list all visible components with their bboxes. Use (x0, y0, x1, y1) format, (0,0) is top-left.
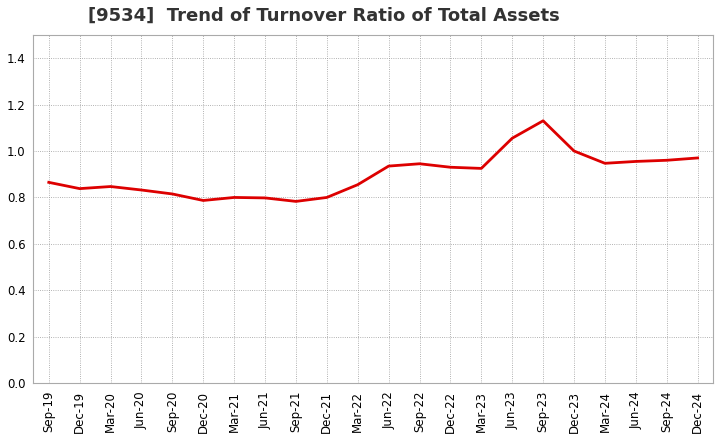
Text: [9534]  Trend of Turnover Ratio of Total Assets: [9534] Trend of Turnover Ratio of Total … (88, 7, 559, 25)
